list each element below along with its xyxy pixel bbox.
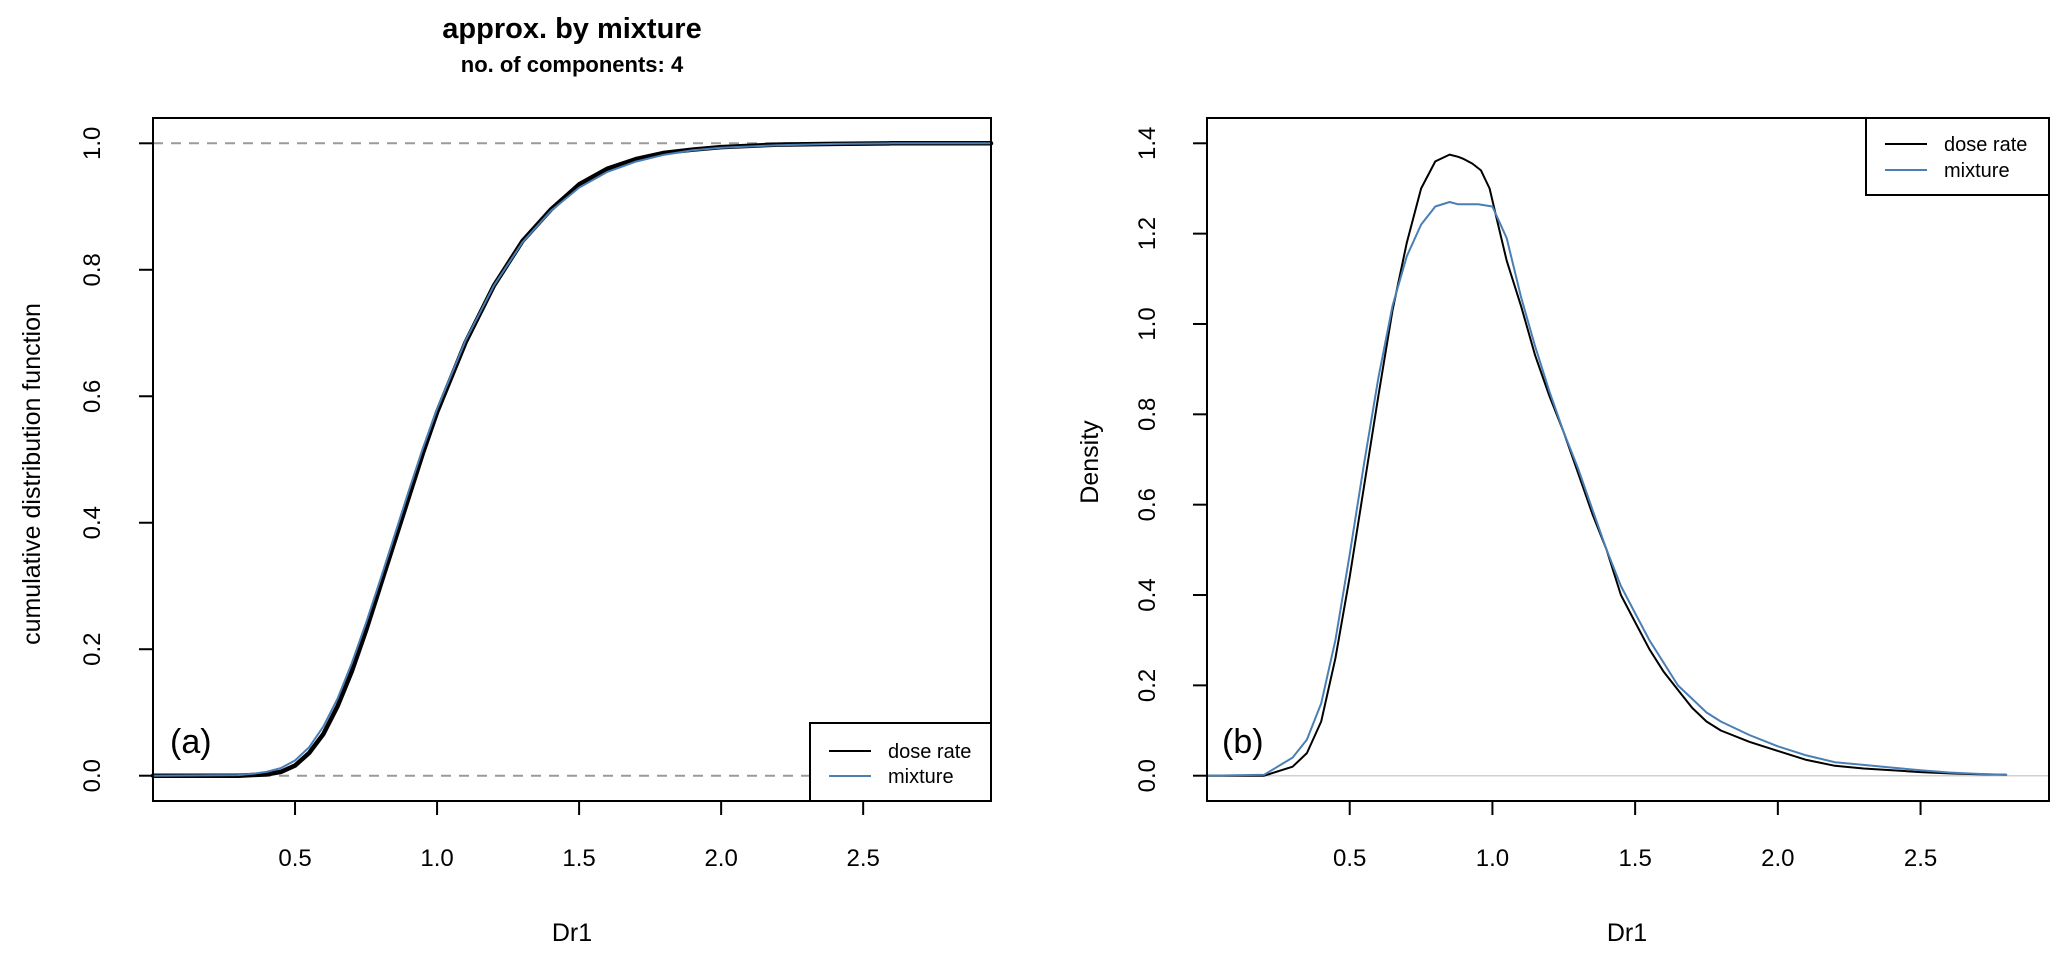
- chart-a-y-tick-label-4: 0.8: [79, 253, 106, 286]
- chart-b-x-tick-label-1: 1.0: [1476, 845, 1509, 872]
- chart-b-legend-box: [1865, 117, 2050, 196]
- chart-b-x-axis-title: Dr1: [1607, 919, 1647, 947]
- chart-b-legend: dose rate mixture: [1865, 117, 2050, 196]
- chart-b-legend-label-dose-rate: dose rate: [1944, 134, 2027, 156]
- chart-a-y-tick-label-2: 0.4: [79, 506, 106, 539]
- chart-a-legend-box: [809, 722, 992, 802]
- chart-b-y-axis-title: Density: [1076, 420, 1104, 504]
- chart-a-subtitle: no. of components: 4: [461, 52, 684, 77]
- chart-a-plot-frame: [152, 117, 992, 802]
- chart-b-x-tick-label-2: 1.5: [1618, 845, 1651, 872]
- chart-a-y-tick-label-1: 0.2: [79, 633, 106, 666]
- chart-a-y-tick-label-0: 0.0: [79, 759, 106, 792]
- chart-a-x-tick-label-1: 1.0: [420, 845, 453, 872]
- chart-a-x-axis-title: Dr1: [552, 919, 592, 947]
- chart-b-y-tick-label-2: 0.4: [1134, 578, 1161, 611]
- chart-a-plot: 0.5 1.0 1.5 2.0 2.5 0.0 0.2 0.4 0.6 0.8 1.0: [79, 117, 994, 872]
- chart-a-x-tick-label-0: 0.5: [278, 845, 311, 872]
- chart-a-legend-label-mixture: mixture: [888, 766, 954, 788]
- chart-b-panel-label: (b): [1222, 723, 1264, 761]
- chart-b-y-tick-label-5: 1.0: [1134, 307, 1161, 340]
- chart-a-y-tick-label-5: 1.0: [79, 127, 106, 160]
- chart-b-x-tick-label-3: 2.0: [1761, 845, 1794, 872]
- chart-a-series-dose-rate: [150, 141, 994, 778]
- chart-a-y-tick-label-3: 0.6: [79, 380, 106, 413]
- chart-a-title: approx. by mixture: [442, 13, 701, 45]
- chart-b-y-tick-label-7: 1.4: [1134, 127, 1161, 160]
- chart-a-legend: dose rate mixture: [809, 722, 992, 802]
- chart-b-y-tick-label-4: 0.8: [1134, 398, 1161, 431]
- chart-a-x-tick-label-2: 1.5: [562, 845, 595, 872]
- chart-b-plot-frame: [1206, 117, 2050, 802]
- chart-b-plot: 0.5 1.0 1.5 2.0 2.5 0.0 0.2 0.4 0.6 0.8 1.0 1.2 1.4: [1134, 117, 2050, 872]
- chart-a-legend-label-dose-rate: dose rate: [888, 741, 971, 763]
- chart-b-series-dose-rate: [1206, 153, 2008, 777]
- chart-a-panel-label: (a): [170, 723, 212, 761]
- chart-b-x-tick-label-4: 2.5: [1904, 845, 1937, 872]
- chart-b-y-tick-label-0: 0.0: [1134, 759, 1161, 792]
- chart-b-x-tick-label-0: 0.5: [1333, 845, 1366, 872]
- chart-a-x-tick-label-3: 2.0: [704, 845, 737, 872]
- chart-b-y-tick-label-3: 0.6: [1134, 488, 1161, 521]
- chart-b-y-tick-label-6: 1.2: [1134, 217, 1161, 250]
- chart-a-y-axis-title: cumulative distribution function: [18, 303, 46, 645]
- chart-a-series-mixture: [152, 142, 992, 777]
- chart-b-y-tick-label-1: 0.2: [1134, 669, 1161, 702]
- chart-b-series-mixture: [1206, 201, 2008, 777]
- chart-b-legend-label-mixture: mixture: [1944, 160, 2010, 182]
- chart-a-x-tick-label-4: 2.5: [846, 845, 879, 872]
